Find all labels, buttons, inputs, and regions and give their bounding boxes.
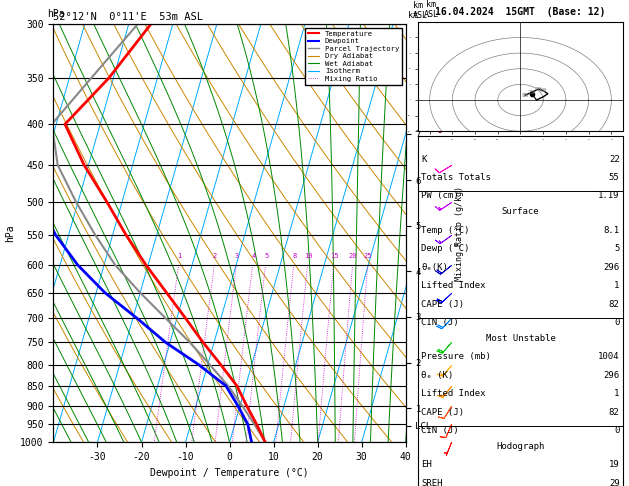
Text: Pressure (mb): Pressure (mb) <box>421 352 491 361</box>
Text: 70: 70 <box>535 87 542 91</box>
Text: 85: 85 <box>521 93 529 98</box>
Text: CIN (J): CIN (J) <box>421 426 459 435</box>
Text: 4: 4 <box>251 253 255 259</box>
X-axis label: Dewpoint / Temperature (°C): Dewpoint / Temperature (°C) <box>150 468 309 478</box>
Text: 8.1: 8.1 <box>603 226 620 235</box>
Text: 1: 1 <box>177 253 182 259</box>
Text: Totals Totals: Totals Totals <box>421 173 491 182</box>
Text: 55: 55 <box>609 173 620 182</box>
Text: 1004: 1004 <box>598 352 620 361</box>
Text: Hodograph: Hodograph <box>496 442 545 451</box>
Text: Lifted Index: Lifted Index <box>421 281 486 290</box>
Text: 25: 25 <box>364 253 372 259</box>
Text: SREH: SREH <box>421 479 443 486</box>
Text: 5: 5 <box>264 253 269 259</box>
Text: 0: 0 <box>614 318 620 327</box>
Text: CAPE (J): CAPE (J) <box>421 408 464 417</box>
Text: 15: 15 <box>330 253 338 259</box>
Text: 3: 3 <box>235 253 239 259</box>
Text: km
ASL: km ASL <box>423 0 438 19</box>
Text: Dewp (°C): Dewp (°C) <box>421 244 470 253</box>
Text: km
ASL: km ASL <box>413 0 428 20</box>
Text: 50: 50 <box>540 88 547 93</box>
Text: Temp (°C): Temp (°C) <box>421 226 470 235</box>
Text: 1: 1 <box>614 281 620 290</box>
Text: θₑ (K): θₑ (K) <box>421 371 454 380</box>
Text: EH: EH <box>421 460 432 469</box>
Text: CIN (J): CIN (J) <box>421 318 459 327</box>
Text: 82: 82 <box>609 299 620 309</box>
Text: 82: 82 <box>609 408 620 417</box>
Text: 22: 22 <box>609 155 620 164</box>
Text: 20: 20 <box>349 253 357 259</box>
Text: kt: kt <box>408 11 418 19</box>
Text: θₑ(K): θₑ(K) <box>421 262 448 272</box>
Text: Surface: Surface <box>502 207 539 216</box>
Text: 19: 19 <box>609 460 620 469</box>
Legend: Temperature, Dewpoint, Parcel Trajectory, Dry Adiabat, Wet Adiabat, Isotherm, Mi: Temperature, Dewpoint, Parcel Trajectory… <box>305 28 402 85</box>
Y-axis label: hPa: hPa <box>4 225 14 242</box>
Text: CAPE (J): CAPE (J) <box>421 299 464 309</box>
Text: K: K <box>421 155 427 164</box>
Text: 10: 10 <box>304 253 313 259</box>
Text: 296: 296 <box>603 262 620 272</box>
Text: 8: 8 <box>292 253 296 259</box>
Text: 16.04.2024  15GMT  (Base: 12): 16.04.2024 15GMT (Base: 12) <box>435 7 606 17</box>
Text: 1: 1 <box>614 389 620 398</box>
Text: Mixing Ratio (g/kg): Mixing Ratio (g/kg) <box>455 186 464 281</box>
Text: PW (cm): PW (cm) <box>421 191 459 201</box>
Text: Lifted Index: Lifted Index <box>421 389 486 398</box>
Text: Most Unstable: Most Unstable <box>486 334 555 343</box>
Text: 2: 2 <box>213 253 217 259</box>
Text: 1.19: 1.19 <box>598 191 620 201</box>
Text: 52°12'N  0°11'E  53m ASL: 52°12'N 0°11'E 53m ASL <box>53 12 203 22</box>
Text: 29: 29 <box>609 479 620 486</box>
Text: hPa: hPa <box>47 9 65 19</box>
Text: 5: 5 <box>614 244 620 253</box>
Text: 0: 0 <box>614 426 620 435</box>
Text: 75: 75 <box>528 89 536 95</box>
Text: 296: 296 <box>603 371 620 380</box>
